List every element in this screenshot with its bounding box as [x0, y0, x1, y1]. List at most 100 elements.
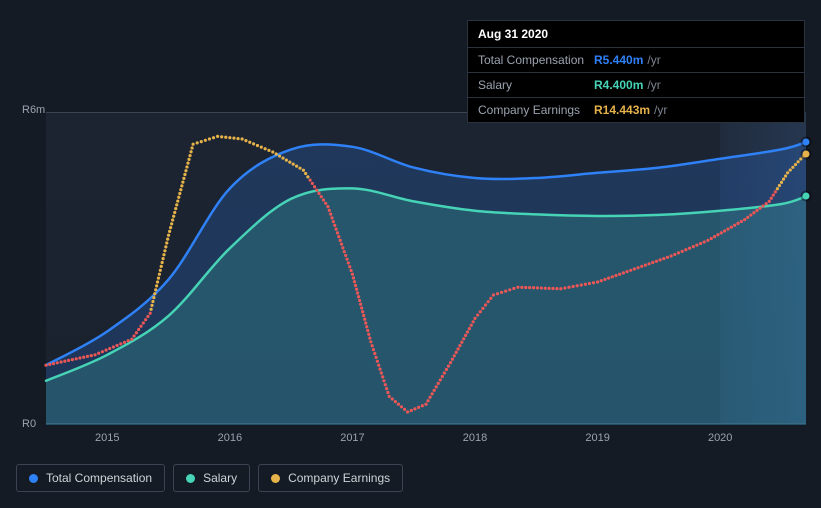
end-marker-earnings — [803, 150, 810, 157]
series-dot-earnings — [151, 300, 154, 303]
series-dot-earnings — [168, 230, 171, 233]
series-dot-earnings — [372, 348, 375, 351]
series-dot-earnings — [344, 254, 347, 257]
series-dot-earnings — [56, 361, 59, 364]
series-dot-earnings — [456, 347, 459, 350]
series-dot-earnings — [311, 182, 314, 185]
series-dot-earnings — [403, 408, 406, 411]
series-dot-earnings — [187, 158, 190, 161]
series-dot-earnings — [322, 198, 325, 201]
series-dot-earnings — [733, 224, 736, 227]
legend-dot-icon — [271, 474, 280, 483]
series-dot-earnings — [191, 143, 194, 146]
series-dot-earnings — [167, 234, 170, 237]
series-dot-earnings — [172, 215, 175, 218]
series-dot-earnings — [695, 243, 698, 246]
series-dot-earnings — [178, 192, 181, 195]
series-dot-earnings — [629, 269, 632, 272]
series-dot-earnings — [479, 310, 482, 313]
series-dot-earnings — [295, 165, 298, 168]
series-dot-earnings — [385, 387, 388, 390]
series-dot-earnings — [462, 337, 465, 340]
series-dot-earnings — [536, 286, 539, 289]
series-dot-earnings — [315, 188, 318, 191]
series-dot-earnings — [797, 160, 800, 163]
series-dot-earnings — [382, 379, 385, 382]
legend-item[interactable]: Salary — [173, 464, 250, 492]
series-dot-earnings — [317, 192, 320, 195]
series-dot-earnings — [362, 314, 365, 317]
series-dot-earnings — [551, 287, 554, 290]
series-dot-earnings — [347, 261, 350, 264]
legend-label: Total Compensation — [46, 471, 152, 485]
series-dot-earnings — [703, 240, 706, 243]
series-dot-earnings — [135, 331, 138, 334]
series-dot-earnings — [421, 404, 424, 407]
series-dot-earnings — [651, 261, 654, 264]
series-dot-earnings — [173, 211, 176, 214]
series-dot-earnings — [196, 141, 199, 144]
series-dot-earnings — [439, 378, 442, 381]
series-dot-earnings — [563, 286, 566, 289]
series-dot-earnings — [220, 135, 223, 138]
series-dot-earnings — [633, 267, 636, 270]
series-dot-earnings — [146, 315, 149, 318]
series-dot-earnings — [670, 254, 673, 257]
series-dot-earnings — [241, 137, 244, 140]
series-dot-earnings — [252, 142, 255, 145]
x-axis-label: 2019 — [585, 432, 609, 444]
series-dot-earnings — [90, 354, 93, 357]
series-dot-earnings — [380, 371, 383, 374]
end-marker-total_comp — [803, 139, 810, 146]
series-dot-earnings — [264, 147, 267, 150]
series-dot-earnings — [341, 246, 344, 249]
series-dot-earnings — [473, 317, 476, 320]
series-dot-earnings — [386, 391, 389, 394]
x-axis-label: 2020 — [708, 432, 732, 444]
series-dot-earnings — [154, 288, 157, 291]
series-dot-earnings — [177, 196, 180, 199]
series-dot-earnings — [618, 273, 621, 276]
plot-area[interactable] — [46, 112, 806, 424]
series-dot-earnings — [713, 235, 716, 238]
series-dot-earnings — [433, 389, 436, 392]
series-dot-earnings — [374, 356, 377, 359]
series-dot-earnings — [776, 187, 779, 190]
series-dot-earnings — [455, 351, 458, 354]
legend-item[interactable]: Company Earnings — [258, 464, 403, 492]
series-dot-earnings — [592, 281, 595, 284]
series-dot-earnings — [200, 140, 203, 143]
series-dot-earnings — [726, 227, 729, 230]
tooltip-row: SalaryR4.400m/yr — [468, 73, 804, 98]
series-dot-earnings — [180, 184, 183, 187]
series-dot-earnings — [158, 273, 161, 276]
series-dot-earnings — [165, 241, 168, 244]
series-dot-earnings — [765, 202, 768, 205]
series-dot-earnings — [381, 375, 384, 378]
tooltip-rows: Total CompensationR5.440m/yrSalaryR4.400… — [468, 48, 804, 122]
series-dot-earnings — [48, 363, 51, 366]
series-dot-earnings — [162, 253, 165, 256]
legend-item[interactable]: Total Compensation — [16, 464, 165, 492]
series-dot-earnings — [692, 245, 695, 248]
series-dot-earnings — [309, 179, 312, 182]
series-dot-earnings — [397, 403, 400, 406]
series-dot-earnings — [532, 286, 535, 289]
series-dot-earnings — [156, 280, 159, 283]
legend: Total Compensation Salary Company Earnings — [16, 464, 403, 492]
series-dot-earnings — [451, 358, 454, 361]
series-dot-earnings — [185, 165, 188, 168]
series-dot-earnings — [150, 308, 153, 311]
series-dot-earnings — [169, 226, 172, 229]
series-dot-earnings — [716, 233, 719, 236]
series-dot-earnings — [115, 344, 118, 347]
series-dot-earnings — [101, 350, 104, 353]
series-dot-earnings — [349, 269, 352, 272]
tooltip-row: Company EarningsR14.443m/yr — [468, 98, 804, 122]
series-dot-earnings — [492, 293, 495, 296]
series-dot-earnings — [78, 356, 81, 359]
series-dot-earnings — [710, 237, 713, 240]
series-dot-earnings — [688, 247, 691, 250]
series-dot-earnings — [640, 265, 643, 268]
series-dot-earnings — [137, 328, 140, 331]
